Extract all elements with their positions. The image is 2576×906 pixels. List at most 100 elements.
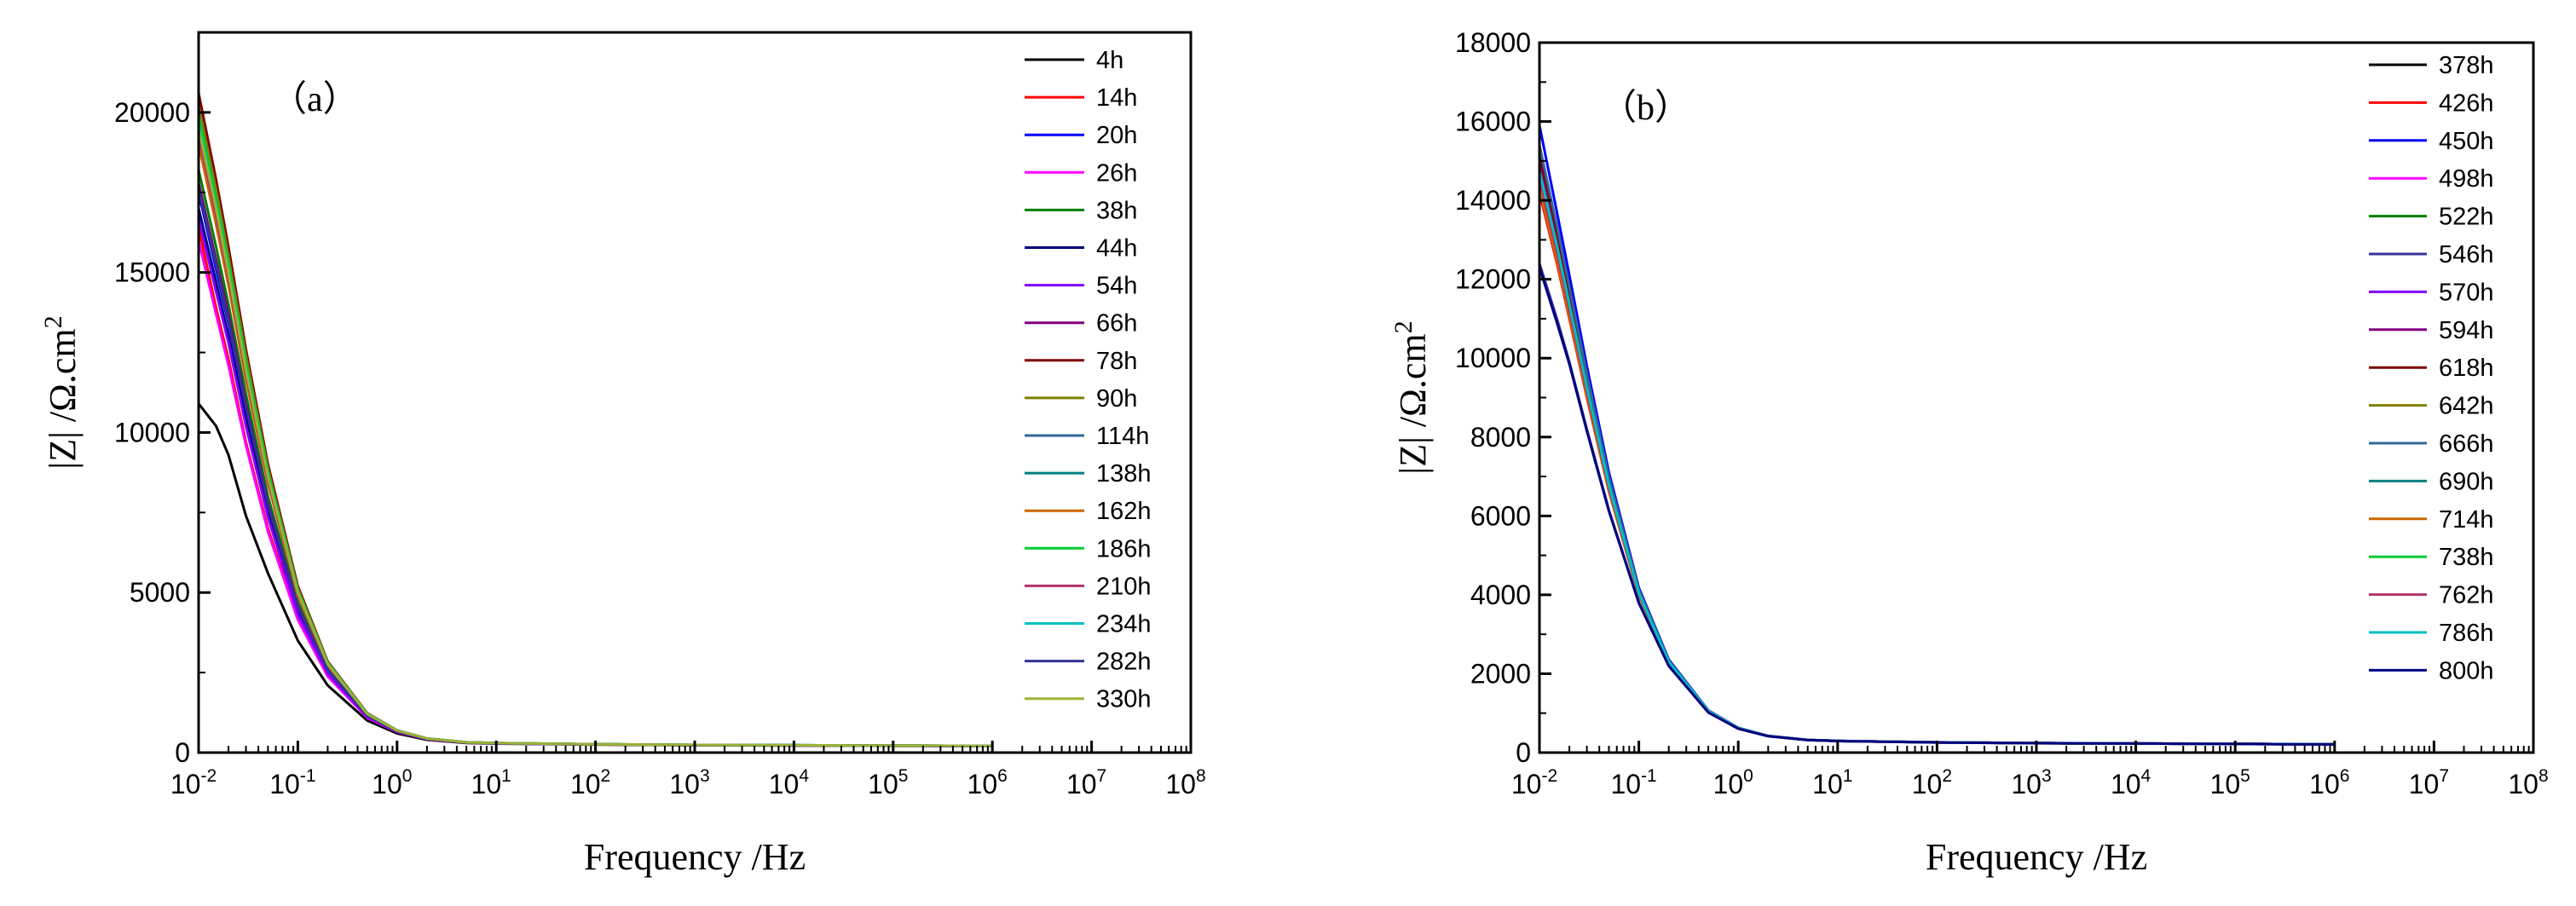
x-tick-label: 107	[1066, 766, 1106, 799]
y-tick-label: 20000	[114, 97, 190, 128]
x-axis: 10-2 10-1 100 101 102 103 104 105 106 107 108	[1511, 741, 2549, 799]
legend-label-38h: 38h	[1096, 197, 1137, 224]
x-tick-label: 10-1	[269, 766, 315, 799]
x-tick-base: 10	[2409, 769, 2440, 799]
legend-label-800h: 800h	[2439, 657, 2494, 684]
legend-label-426h: 426h	[2439, 89, 2494, 117]
x-tick-label: 100	[372, 766, 412, 799]
x-tick-base: 10	[1912, 769, 1943, 799]
legend-label-210h: 210h	[1096, 573, 1152, 600]
y-tick-label: 18000	[1455, 27, 1531, 58]
y-axis: 0 2000 4000 6000 8000 10000 12000 14000 16000 180…	[1455, 27, 1551, 768]
x-tick-label: 100	[1713, 766, 1753, 799]
legend-label-54h: 54h	[1096, 273, 1137, 300]
y-axis-title-text: |Z| /Ω.cm	[1392, 333, 1434, 474]
series-line-666h	[1538, 144, 2335, 746]
x-tick-base: 10	[2011, 769, 2042, 799]
x-tick-base: 10	[669, 769, 700, 799]
legend-label-90h: 90h	[1096, 385, 1137, 413]
x-tick-label: 102	[1912, 766, 1952, 799]
series-line-738h	[1538, 174, 2335, 746]
y-tick-label: 0	[1516, 737, 1531, 768]
legend-label-234h: 234h	[1096, 611, 1152, 638]
x-tick-exponent: 8	[2538, 766, 2549, 786]
x-tick-exponent: 6	[2340, 766, 2350, 786]
x-tick-base: 10	[1511, 769, 1542, 799]
x-tick-exponent: 5	[2240, 766, 2250, 786]
legend-label-66h: 66h	[1096, 310, 1137, 338]
legend-label-330h: 330h	[1096, 686, 1152, 713]
y-tick-label: 8000	[1470, 422, 1531, 453]
series-line-66h	[197, 182, 993, 747]
series-line-426h	[1538, 192, 2335, 746]
x-tick-label: 105	[868, 766, 908, 799]
panel-label: （a）	[271, 80, 359, 119]
x-tick-exponent: 5	[898, 766, 909, 786]
legend-label-78h: 78h	[1096, 348, 1137, 375]
x-tick-exponent: 8	[1196, 766, 1206, 786]
x-tick-exponent: 1	[1843, 766, 1853, 786]
legend: 378h 426h 450h 498h 522h 546h 570h 594h 618h 642h…	[2369, 52, 2494, 684]
series-line-762h	[1538, 178, 2335, 746]
panel-label: （b）	[1601, 89, 1690, 128]
x-axis: 10-2 10-1 100 101 102 103 104 105 106 107 108	[170, 741, 1206, 799]
y-axis: 0 5000 10000 15000 20000	[114, 32, 211, 768]
x-tick-label: 10-2	[170, 766, 217, 799]
series-line-690h	[1538, 184, 2335, 746]
x-tick-label: 108	[2508, 766, 2548, 799]
series-line-450h	[1538, 124, 2335, 746]
series-lines	[197, 93, 993, 747]
y-tick-label: 14000	[1455, 185, 1531, 216]
legend-label-738h: 738h	[2439, 544, 2494, 571]
y-axis-title: |Z| /Ω.cm2	[39, 315, 84, 469]
series-line-44h	[197, 208, 993, 747]
legend-label-570h: 570h	[2439, 279, 2494, 306]
legend-label-642h: 642h	[2439, 393, 2494, 420]
x-tick-base: 10	[1610, 769, 1641, 799]
x-tick-label: 10-2	[1511, 766, 1557, 799]
y-axis-title: |Z| /Ω.cm2	[1389, 320, 1434, 474]
x-tick-exponent: 0	[402, 766, 413, 786]
x-axis-title: Frequency /Hz	[584, 836, 806, 878]
legend-label-618h: 618h	[2439, 355, 2494, 382]
legend-label-26h: 26h	[1096, 159, 1137, 187]
legend-label-594h: 594h	[2439, 317, 2494, 344]
x-tick-label: 106	[2309, 766, 2349, 799]
x-tick-label: 106	[967, 766, 1008, 799]
x-tick-exponent: 1	[501, 766, 511, 786]
x-tick-label: 10-1	[1610, 766, 1656, 799]
legend-label-114h: 114h	[1096, 423, 1149, 450]
x-tick-exponent: 7	[1097, 766, 1107, 786]
x-axis-title: Frequency /Hz	[1926, 836, 2147, 878]
y-axis-title-superscript: 2	[1389, 320, 1418, 333]
legend: 4h 14h 20h 26h 38h 44h 54h 66h 78h 90h 114h 138h 162…	[1025, 47, 1152, 713]
x-tick-exponent: -1	[1641, 766, 1657, 786]
series-line-594h	[1538, 164, 2335, 746]
series-line-522h	[1538, 160, 2335, 746]
y-tick-label: 4000	[1470, 580, 1531, 610]
x-tick-label: 101	[1812, 766, 1852, 799]
legend-label-690h: 690h	[2439, 468, 2494, 495]
x-tick-base: 10	[1165, 769, 1196, 799]
legend-label-4h: 4h	[1096, 47, 1123, 74]
series-line-570h	[1538, 176, 2335, 746]
x-tick-base: 10	[2508, 769, 2538, 799]
plot-frame	[197, 31, 1193, 754]
x-tick-exponent: 2	[1942, 766, 1952, 786]
legend-label-162h: 162h	[1096, 498, 1152, 525]
x-tick-exponent: 3	[2042, 766, 2052, 786]
x-tick-exponent: -1	[300, 766, 316, 786]
x-tick-exponent: -2	[200, 766, 217, 786]
y-tick-label: 15000	[114, 257, 190, 288]
legend-label-786h: 786h	[2439, 620, 2494, 647]
chart-panel-a: 10-2 10-1 100 101 102 103 104 105 106 107 10805000…	[39, 31, 1206, 878]
series-line-642h	[1538, 172, 2335, 746]
x-tick-label: 104	[2111, 766, 2151, 799]
legend-label-762h: 762h	[2439, 582, 2494, 609]
x-tick-base: 10	[170, 769, 201, 799]
x-tick-base: 10	[967, 769, 998, 799]
legend-label-522h: 522h	[2439, 204, 2494, 231]
legend-label-44h: 44h	[1096, 235, 1137, 263]
series-line-378h	[1538, 168, 2335, 746]
